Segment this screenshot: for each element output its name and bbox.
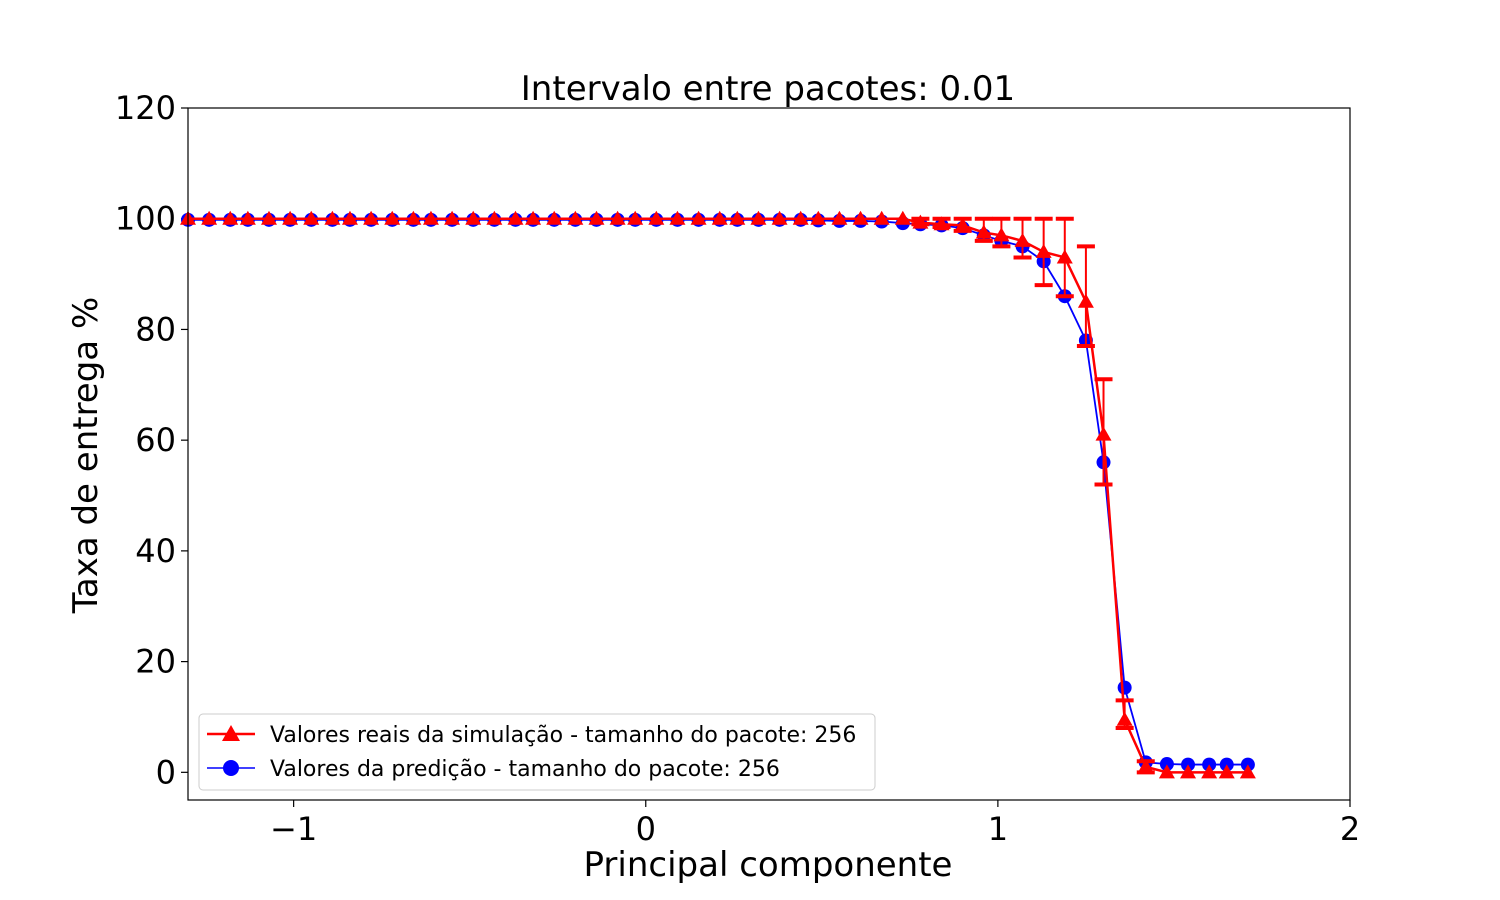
simulation-point [627,210,644,225]
simulation-point [690,210,707,225]
simulation-point [1035,243,1052,258]
legend-box [198,713,876,791]
y-tick-label: 60 [135,421,176,459]
simulation-point [507,210,524,225]
simulation-point [711,210,728,225]
legend-label-pred: Valores da predição - tamanho do pacote:… [270,757,780,782]
simulation-point [894,210,911,225]
y-axis-label: Taxa de entrega % [66,297,106,615]
simulation-point [852,210,869,225]
simulation-point [222,210,239,225]
simulation-point [282,210,299,225]
x-tick-label: 1 [988,810,1008,848]
y-tick-label: 0 [156,753,176,791]
simulation-point [444,210,461,225]
simulation-point [260,210,277,225]
simulation-point [750,210,767,225]
y-tick-label: 120 [115,89,176,127]
simulation-point [567,210,584,225]
simulation-point [422,210,439,225]
simulation-point [933,216,950,231]
simulation-point [363,210,380,225]
simulation-point [546,210,563,225]
simulation-point [648,210,665,225]
prediction-point [1117,680,1132,695]
x-tick-label: −1 [270,810,317,848]
simulation-point [912,214,929,229]
plot-series [180,210,1256,779]
simulation-point [303,210,320,225]
simulation-point [1218,764,1235,779]
simulation-point [1239,764,1256,779]
legend: Valores reais da simulação - tamanho do … [198,713,876,791]
simulation-point [384,210,401,225]
simulation-point [1014,232,1031,247]
simulation-point [1077,293,1094,308]
prediction-point [1159,757,1174,772]
simulation-point [525,210,542,225]
simulation-point [771,210,788,225]
simulation-point [588,210,605,225]
x-tick-label: 2 [1340,810,1360,848]
y-tick-label: 80 [135,310,176,348]
simulation-point [1137,758,1154,773]
simulation-point [324,210,341,225]
legend-marker-sim [222,725,240,741]
legend-label-sim: Valores reais da simulação - tamanho do … [270,723,856,748]
simulation-point [465,210,482,225]
simulation-point [873,210,890,225]
simulation-point [975,224,992,239]
simulation-point [1201,764,1218,779]
simulation-point [1158,764,1175,779]
simulation-point [831,210,848,225]
simulation-point [1095,426,1112,441]
simulation-point [669,210,686,225]
simulation-point [201,210,218,225]
simulation-point [1056,249,1073,264]
y-tick-label: 100 [115,200,176,238]
x-axis-label: Principal componente [584,845,953,885]
y-tick-label: 20 [135,643,176,681]
simulation-point [993,227,1010,242]
simulation-point [405,210,422,225]
x-tick-label: 0 [636,810,656,848]
simulation-point [1180,764,1197,779]
chart-title: Intervalo entre pacotes: 0.01 [521,69,1015,109]
plot-frame [187,107,1351,801]
simulation-point [729,210,746,225]
simulation-point [810,210,827,225]
simulation-point [954,217,971,232]
simulation-point [341,210,358,225]
simulation-point [239,210,256,225]
simulation-point [792,210,809,225]
simulation-point [609,210,626,225]
simulation-point [486,210,503,225]
y-tick-label: 40 [135,532,176,570]
legend-marker-pred [223,760,239,776]
simulation-point [1116,711,1133,726]
